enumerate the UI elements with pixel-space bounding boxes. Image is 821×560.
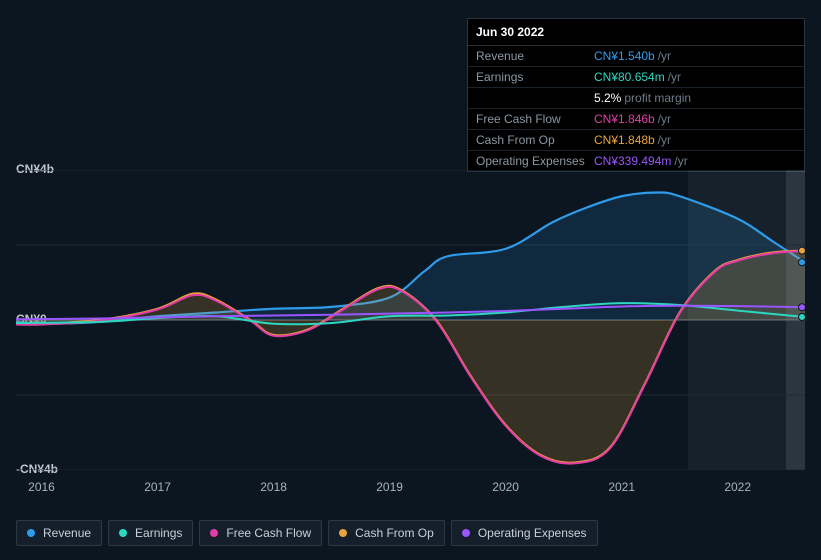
legend-item-label: Free Cash Flow [226, 526, 311, 540]
x-tick-label: 2022 [724, 480, 751, 494]
legend-item-earnings[interactable]: Earnings [108, 520, 193, 546]
x-tick-label: 2016 [28, 480, 55, 494]
legend-item-cash-from-op[interactable]: Cash From Op [328, 520, 445, 546]
tooltip-row-label: Free Cash Flow [476, 112, 594, 126]
legend-item-operating-expenses[interactable]: Operating Expenses [451, 520, 598, 546]
timeseries-chart[interactable] [16, 170, 805, 470]
legend: Revenue Earnings Free Cash Flow Cash From O… [16, 520, 598, 546]
tooltip-row-label: Earnings [476, 70, 594, 84]
tooltip-date: Jun 30 2022 [468, 19, 804, 46]
tooltip-row: Cash From OpCN¥1.848b/yr [468, 130, 804, 151]
tooltip-row-value: 5.2%profit margin [594, 91, 691, 105]
tooltip-row-label [476, 91, 594, 105]
tooltip-row-label: Revenue [476, 49, 594, 63]
tooltip-row-value: CN¥1.540b/yr [594, 49, 671, 63]
tooltip-row-label: Cash From Op [476, 133, 594, 147]
legend-item-label: Cash From Op [355, 526, 434, 540]
tooltip-row-value: CN¥80.654m/yr [594, 70, 681, 84]
tooltip-row: EarningsCN¥80.654m/yr [468, 67, 804, 88]
x-tick-label: 2018 [260, 480, 287, 494]
x-axis-labels: 2016 2017 2018 2019 2020 2021 2022 [16, 480, 805, 498]
legend-item-free-cash-flow[interactable]: Free Cash Flow [199, 520, 322, 546]
tooltip-row-value: CN¥1.848b/yr [594, 133, 671, 147]
legend-item-revenue[interactable]: Revenue [16, 520, 102, 546]
legend-item-label: Earnings [135, 526, 182, 540]
legend-dot-icon [119, 529, 127, 537]
legend-dot-icon [339, 529, 347, 537]
tooltip-row: Free Cash FlowCN¥1.846b/yr [468, 109, 804, 130]
x-tick-label: 2017 [144, 480, 171, 494]
tooltip-row: Operating ExpensesCN¥339.494m/yr [468, 151, 804, 171]
legend-item-label: Revenue [43, 526, 91, 540]
x-tick-label: 2020 [492, 480, 519, 494]
x-tick-label: 2019 [376, 480, 403, 494]
legend-item-label: Operating Expenses [478, 526, 587, 540]
tooltip-row-label: Operating Expenses [476, 154, 594, 168]
legend-dot-icon [210, 529, 218, 537]
legend-dot-icon [27, 529, 35, 537]
tooltip-row: 5.2%profit margin [468, 88, 804, 109]
legend-dot-icon [462, 529, 470, 537]
tooltip-row-value: CN¥339.494m/yr [594, 154, 688, 168]
tooltip-row-value: CN¥1.846b/yr [594, 112, 671, 126]
x-tick-label: 2021 [608, 480, 635, 494]
tooltip-row: RevenueCN¥1.540b/yr [468, 46, 804, 67]
metrics-tooltip: Jun 30 2022 RevenueCN¥1.540b/yrEarningsC… [467, 18, 805, 172]
